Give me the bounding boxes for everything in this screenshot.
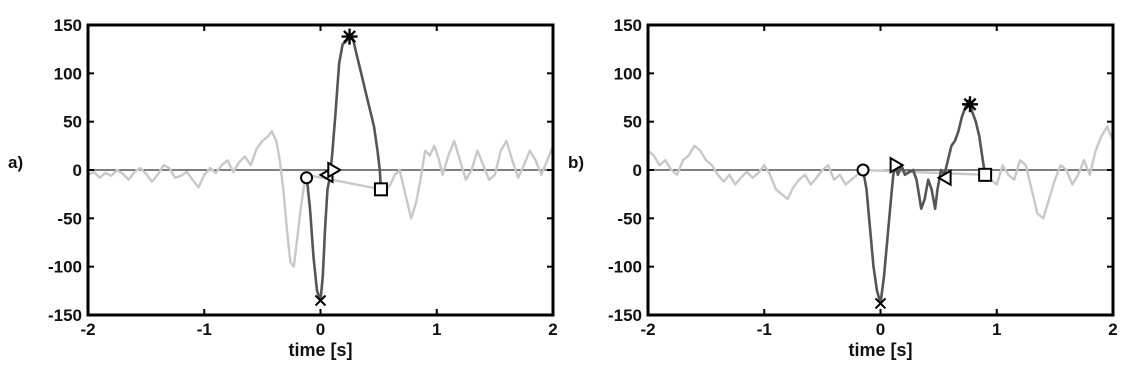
x-tick-label: 2: [548, 320, 557, 339]
y-tick-label: -50: [617, 209, 642, 228]
marker-asterisk: [962, 96, 979, 113]
x-axis-label: time [s]: [848, 340, 912, 360]
marker-triangle-right: [889, 156, 905, 174]
x-tick-label: 1: [992, 320, 1001, 339]
x-tick-label: 0: [316, 320, 325, 339]
y-tick-label: -150: [608, 306, 642, 325]
x-tick-label: -1: [757, 320, 772, 339]
marker-triangle-left: [936, 168, 952, 187]
x-axis-label: time [s]: [288, 340, 352, 360]
marker-circle: [856, 163, 870, 177]
marker-triangle-right: [327, 161, 343, 179]
marker-square: [373, 182, 388, 197]
x-tick-label: -1: [197, 320, 212, 339]
y-tick-label: 50: [623, 113, 642, 132]
series-line-background: [647, 125, 1115, 220]
marker-asterisk: [341, 28, 358, 45]
y-tick-label: 150: [54, 16, 82, 35]
y-tick-label: -100: [48, 258, 82, 277]
y-tick-label: -150: [48, 306, 82, 325]
x-tick-label: 1: [432, 320, 441, 339]
x-tick-label: -2: [640, 320, 655, 339]
y-tick-label: -100: [608, 258, 642, 277]
series-line-highlight: [305, 33, 383, 302]
marker-square: [978, 167, 993, 182]
chart-panel-a: -2 -1 0 1 2 150 100 50 0 -50 -100 -150 time [s] a): [8, 16, 558, 360]
marker-circle: [300, 171, 314, 185]
marker-cross: [314, 294, 327, 307]
panel-label: b): [568, 153, 584, 172]
y-tick-label: 50: [63, 113, 82, 132]
chart-panel-b: -2 -1 0 1 2 150 100 50 0 -50 -100 -150 time [s] b): [568, 16, 1118, 360]
x-tick-label: 2: [1108, 320, 1117, 339]
y-tick-label: 0: [73, 161, 82, 180]
y-tick-label: 100: [614, 64, 642, 83]
panel-label: a): [8, 153, 23, 172]
series-line-background: [87, 130, 555, 268]
series-line-highlight: [861, 99, 987, 305]
y-tick-label: 150: [614, 16, 642, 35]
x-tick-label: -2: [80, 320, 95, 339]
x-tick-label: 0: [876, 320, 885, 339]
marker-cross: [874, 297, 887, 310]
y-tick-label: 0: [633, 161, 642, 180]
y-tick-label: -50: [57, 209, 82, 228]
y-tick-label: 100: [54, 64, 82, 83]
